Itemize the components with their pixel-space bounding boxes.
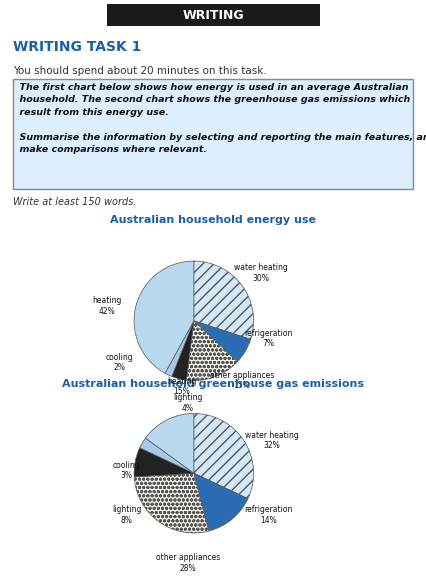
Text: Australian household energy use: Australian household energy use bbox=[110, 216, 316, 226]
Text: heating
15%: heating 15% bbox=[167, 377, 196, 396]
Text: lighting
8%: lighting 8% bbox=[112, 505, 141, 524]
Text: Write at least 150 words.: Write at least 150 words. bbox=[13, 197, 136, 207]
Text: You should spend about 20 minutes on this task.: You should spend about 20 minutes on thi… bbox=[13, 66, 267, 76]
Text: cooling
2%: cooling 2% bbox=[105, 353, 133, 372]
Wedge shape bbox=[194, 261, 253, 339]
Wedge shape bbox=[134, 261, 194, 373]
Text: cooling
3%: cooling 3% bbox=[113, 461, 141, 480]
Wedge shape bbox=[172, 321, 194, 380]
Wedge shape bbox=[134, 448, 194, 477]
Wedge shape bbox=[186, 321, 237, 380]
Text: refrigeration
14%: refrigeration 14% bbox=[245, 505, 293, 524]
Text: WRITING: WRITING bbox=[182, 9, 244, 22]
Text: The first chart below shows how energy is used in an average Australian
  househ: The first chart below shows how energy i… bbox=[13, 83, 426, 154]
Text: WRITING TASK 1: WRITING TASK 1 bbox=[13, 40, 141, 53]
Text: Australian household greenhouse gas emissions: Australian household greenhouse gas emis… bbox=[62, 380, 364, 390]
Text: water heating
32%: water heating 32% bbox=[245, 431, 298, 450]
Wedge shape bbox=[194, 321, 250, 362]
Wedge shape bbox=[145, 414, 194, 473]
Text: water heating
30%: water heating 30% bbox=[234, 263, 288, 282]
Text: refrigeration
7%: refrigeration 7% bbox=[245, 329, 293, 349]
Wedge shape bbox=[194, 414, 253, 499]
Wedge shape bbox=[194, 473, 248, 531]
Text: other appliances
28%: other appliances 28% bbox=[156, 553, 220, 573]
Text: heating
42%: heating 42% bbox=[92, 296, 122, 316]
Text: other appliances
15%: other appliances 15% bbox=[210, 371, 274, 390]
Wedge shape bbox=[140, 438, 194, 473]
Wedge shape bbox=[134, 473, 209, 533]
Wedge shape bbox=[165, 321, 194, 376]
Text: lighting
4%: lighting 4% bbox=[173, 393, 202, 413]
FancyBboxPatch shape bbox=[13, 79, 413, 189]
